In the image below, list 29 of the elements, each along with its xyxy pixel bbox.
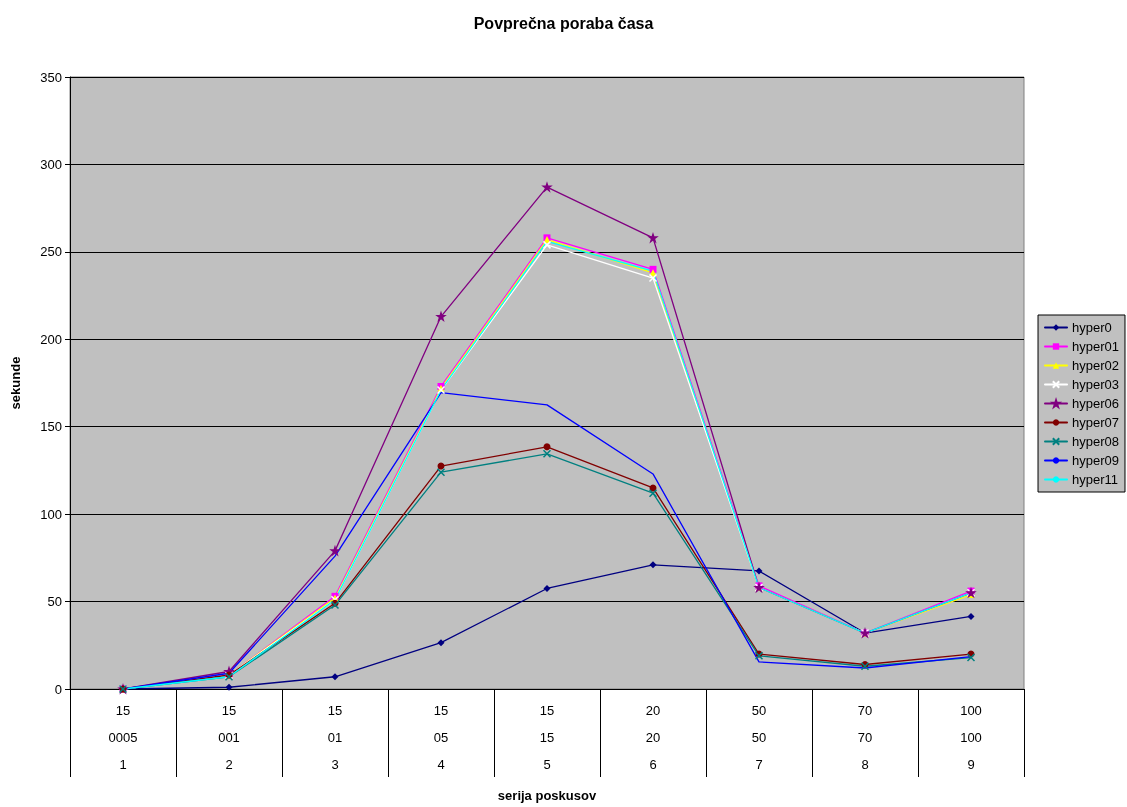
y-tick-label: 0 — [54, 681, 62, 697]
x-tick-label: 20 20 6 — [645, 703, 661, 772]
x-axis-title: serija poskusov — [497, 788, 597, 803]
x-tick-label: 15 15 5 — [539, 703, 555, 772]
y-tick-label: 350 — [40, 69, 62, 85]
x-tick-label: 15 001 2 — [218, 703, 240, 772]
y-tick-label: 150 — [40, 419, 62, 435]
x-tick-label: 15 0005 1 — [108, 703, 138, 772]
legend-label: hyper0 — [1072, 320, 1112, 335]
y-tick-label: 100 — [40, 506, 62, 522]
legend-label: hyper01 — [1072, 339, 1120, 354]
y-axis-title: sekunde — [8, 356, 23, 410]
y-tick-label: 200 — [40, 331, 62, 347]
x-tick-label: 50 50 7 — [751, 703, 767, 772]
legend-label: hyper07 — [1072, 415, 1120, 430]
chart-title: Povprečna poraba časa — [473, 14, 654, 32]
y-tick-label: 250 — [40, 244, 62, 260]
x-tick-label: 15 01 3 — [327, 703, 343, 772]
legend-label: hyper09 — [1072, 453, 1120, 468]
legend-label: hyper06 — [1072, 396, 1120, 411]
legend-label: hyper11 — [1072, 472, 1119, 487]
legend-label: hyper02 — [1072, 358, 1120, 373]
legend-label: hyper03 — [1072, 377, 1120, 392]
x-tick-label: 100 100 9 — [960, 703, 982, 772]
x-tick-label: 15 05 4 — [433, 703, 449, 772]
y-tick-label: 50 — [47, 594, 62, 610]
y-tick-label: 300 — [40, 156, 62, 172]
legend-label: hyper08 — [1072, 434, 1120, 449]
x-tick-label: 70 70 8 — [857, 703, 873, 772]
